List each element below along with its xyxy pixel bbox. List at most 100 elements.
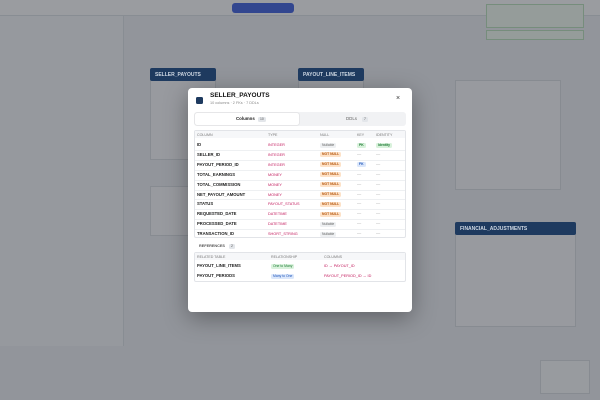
row-divider (195, 229, 405, 231)
references-table (194, 252, 406, 282)
column-type: INTEGER (268, 143, 285, 147)
column-header: IDENTITY (376, 133, 393, 137)
key-empty: — (357, 201, 362, 207)
top-bar (0, 0, 600, 16)
reference-columns: PAYOUT_PERIOD_ID → ID (324, 274, 372, 278)
tab-count: 7 (362, 116, 368, 122)
bg-table-title: FINANCIAL_ADJUSTMENTS (455, 222, 576, 235)
null-badge: NOT NULL (320, 172, 342, 178)
column-type: MONEY (268, 172, 282, 177)
identity-empty: — (376, 201, 381, 207)
column-header: KEY (357, 133, 365, 137)
bg-table-title: SELLER_PAYOUTS (150, 68, 216, 81)
column-type: MONEY (268, 182, 282, 187)
column-header: COLUMN (197, 133, 213, 137)
tab-label[interactable]: Columns (236, 116, 255, 121)
modal-title: SELLER_PAYOUTS (210, 92, 270, 99)
row-divider (195, 179, 405, 181)
identity-empty: — (376, 151, 381, 157)
relationship-badge: One to Many (271, 263, 295, 269)
reference-header: RELATED TABLE (197, 255, 226, 259)
column-name: TOTAL_COMMISSION (197, 181, 241, 187)
null-badge: NOT NULL (320, 192, 342, 197)
null-badge: NOT NULL (320, 211, 342, 217)
identity-badge: Identity (376, 142, 393, 148)
key-empty: — (357, 211, 362, 217)
modal: SELLER_PAYOUTS 10 columns · 2 FKs · 7 DDL… (188, 88, 412, 312)
null-badge: Nullable (320, 221, 337, 227)
column-name: REQUESTED_DATE (197, 211, 237, 217)
key-empty: — (357, 171, 362, 177)
identity-empty: — (376, 231, 381, 237)
references-title: REFERENCES (199, 244, 225, 248)
references-count: 2 (229, 243, 235, 249)
reference-columns: ID → PAYOUT_ID (324, 264, 355, 268)
null-badge: NOT NULL (320, 182, 342, 188)
row-divider (195, 159, 405, 161)
column-name: TOTAL_EARNINGS (197, 171, 236, 177)
key-empty: — (357, 191, 362, 197)
close-button[interactable]: × (396, 95, 401, 102)
key-empty: — (357, 221, 362, 227)
null-badge: NOT NULL (320, 201, 342, 207)
reference-header: RELATIONSHIP (271, 255, 298, 259)
identity-empty: — (376, 171, 381, 177)
column-name: STATUS (197, 201, 214, 207)
toast (486, 4, 584, 28)
column-name: ID (197, 142, 202, 147)
column-type: INTEGER (268, 162, 285, 167)
null-badge: NOT NULL (320, 162, 342, 168)
toast (486, 30, 584, 40)
row-divider (195, 219, 405, 221)
header-row (195, 253, 405, 260)
modal-subtitle: 10 columns · 2 FKs · 7 DDLs (210, 101, 259, 105)
row-divider (195, 209, 405, 211)
key-empty: — (357, 231, 362, 237)
row-divider (195, 149, 405, 151)
minimap (540, 360, 590, 394)
bg-table-title: PAYOUT_LINE_ITEMS (298, 68, 364, 81)
column-name: NET_PAYOUT_AMOUNT (197, 191, 246, 197)
column-type: INTEGER (268, 152, 285, 157)
related-table: PAYOUT_PERIODS (197, 273, 235, 278)
column-type: MONEY (268, 192, 282, 197)
related-table: PAYOUT_LINE_ITEMS (197, 263, 241, 268)
column-type: DATETIME (268, 222, 287, 227)
identity-empty: — (376, 181, 381, 187)
column-type: SHORT_STRING (268, 232, 298, 237)
row-divider (195, 199, 405, 201)
editor-pane (0, 16, 124, 346)
top-button[interactable] (232, 3, 294, 13)
tab-count: 10 (258, 116, 266, 122)
table-icon (196, 97, 203, 104)
null-badge: Nullable (320, 142, 337, 148)
identity-empty: — (376, 221, 381, 227)
row-divider (195, 189, 405, 191)
tab-label[interactable]: DDLs (346, 116, 357, 121)
column-header: TYPE (268, 133, 278, 137)
header-row (195, 131, 405, 138)
key-badge: FK (357, 162, 366, 168)
key-badge: PK (357, 142, 366, 148)
identity-empty: — (376, 191, 381, 197)
column-name: TRANSACTION_ID (197, 231, 234, 237)
identity-empty: — (376, 211, 381, 217)
active-tab[interactable] (195, 113, 299, 125)
relationship-badge: Many to One (271, 273, 295, 279)
column-name: SELLER_ID (197, 151, 221, 157)
null-badge: NOT NULL (320, 152, 342, 158)
bg-card (455, 80, 561, 190)
column-header: NULL (320, 133, 330, 137)
column-type: PAYOUT_STATUS (268, 202, 300, 207)
bg-card (150, 186, 190, 236)
key-empty: — (357, 151, 362, 157)
identity-empty: — (376, 161, 381, 167)
columns-table (194, 130, 406, 238)
key-empty: — (357, 181, 362, 187)
null-badge: Nullable (320, 231, 337, 237)
column-name: PROCESSED_DATE (197, 221, 237, 227)
row-divider (195, 169, 405, 171)
column-name: PAYOUT_PERIOD_ID (197, 161, 239, 167)
column-type: DATETIME (268, 212, 287, 217)
